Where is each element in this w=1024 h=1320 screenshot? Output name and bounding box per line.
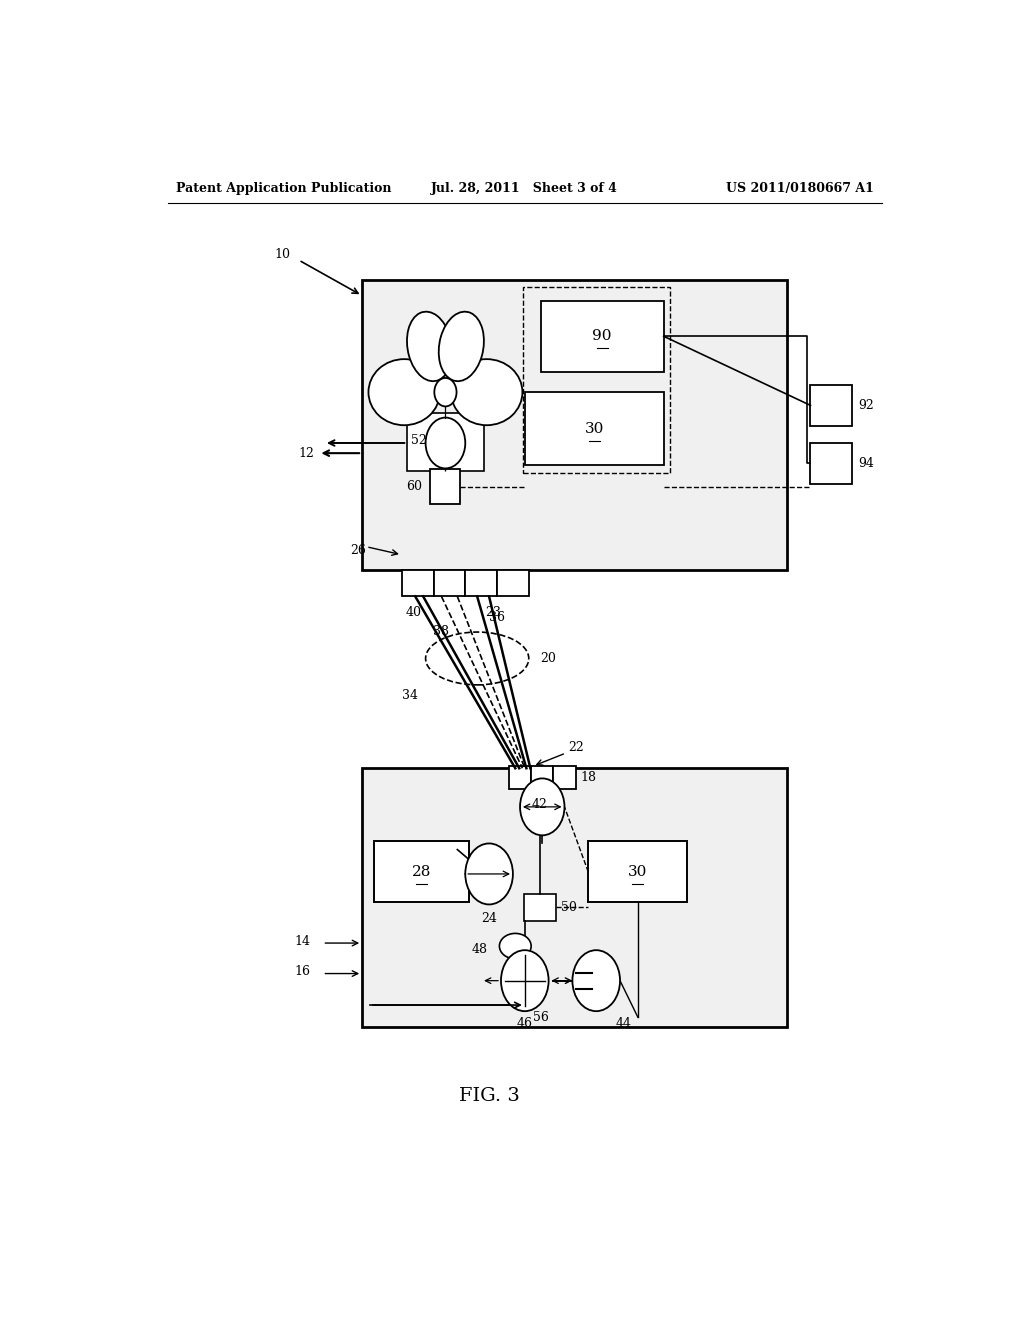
Circle shape <box>465 843 513 904</box>
Bar <box>553 766 575 788</box>
Text: 30: 30 <box>628 865 647 879</box>
Text: 30: 30 <box>585 422 604 436</box>
Text: Jul. 28, 2011   Sheet 3 of 4: Jul. 28, 2011 Sheet 3 of 4 <box>431 182 618 195</box>
Text: 50: 50 <box>560 902 577 913</box>
Bar <box>433 570 465 597</box>
Bar <box>541 301 664 372</box>
Bar <box>497 570 528 597</box>
Ellipse shape <box>451 359 522 425</box>
Bar <box>430 470 460 504</box>
Text: 23: 23 <box>485 606 501 619</box>
Ellipse shape <box>426 632 528 685</box>
Text: 92: 92 <box>858 399 873 412</box>
Text: 28: 28 <box>412 865 431 879</box>
Text: 16: 16 <box>295 965 310 978</box>
Text: 40: 40 <box>406 606 422 619</box>
Text: 14: 14 <box>295 935 310 948</box>
Bar <box>465 570 497 597</box>
Text: 48: 48 <box>471 942 487 956</box>
Text: 52: 52 <box>412 434 427 447</box>
Bar <box>811 385 852 426</box>
Text: 20: 20 <box>541 652 557 665</box>
Circle shape <box>434 378 457 407</box>
Bar <box>362 768 786 1027</box>
Circle shape <box>501 950 549 1011</box>
Text: 34: 34 <box>401 689 418 701</box>
Circle shape <box>426 417 465 469</box>
Text: 42: 42 <box>531 799 547 812</box>
Text: 60: 60 <box>406 480 422 494</box>
Circle shape <box>572 950 620 1011</box>
Text: 26: 26 <box>350 544 367 557</box>
Text: 90: 90 <box>593 329 612 343</box>
Text: 94: 94 <box>858 457 874 470</box>
Ellipse shape <box>407 312 453 381</box>
Ellipse shape <box>500 933 531 958</box>
Text: 10: 10 <box>274 248 291 261</box>
Text: Patent Application Publication: Patent Application Publication <box>176 182 391 195</box>
Text: 46: 46 <box>517 1016 532 1030</box>
Text: 24: 24 <box>481 912 497 925</box>
Text: FIG. 3: FIG. 3 <box>459 1086 519 1105</box>
Ellipse shape <box>369 359 440 425</box>
Text: 56: 56 <box>532 1011 549 1024</box>
Bar <box>401 570 433 597</box>
Bar <box>408 413 483 471</box>
Bar <box>523 288 670 474</box>
Text: US 2011/0180667 A1: US 2011/0180667 A1 <box>726 182 873 195</box>
Text: 38: 38 <box>433 624 450 638</box>
Bar <box>524 894 556 921</box>
Bar <box>531 766 553 788</box>
Ellipse shape <box>438 312 484 381</box>
Text: 18: 18 <box>581 771 596 784</box>
Bar <box>362 280 786 570</box>
Bar <box>588 841 687 903</box>
Text: 22: 22 <box>568 742 585 755</box>
Bar <box>374 841 469 903</box>
Text: 44: 44 <box>616 1016 632 1030</box>
Bar <box>811 444 852 483</box>
Text: 36: 36 <box>489 611 505 624</box>
Bar <box>524 392 664 466</box>
Bar <box>509 766 531 788</box>
Circle shape <box>520 779 564 836</box>
Text: 12: 12 <box>299 446 314 459</box>
